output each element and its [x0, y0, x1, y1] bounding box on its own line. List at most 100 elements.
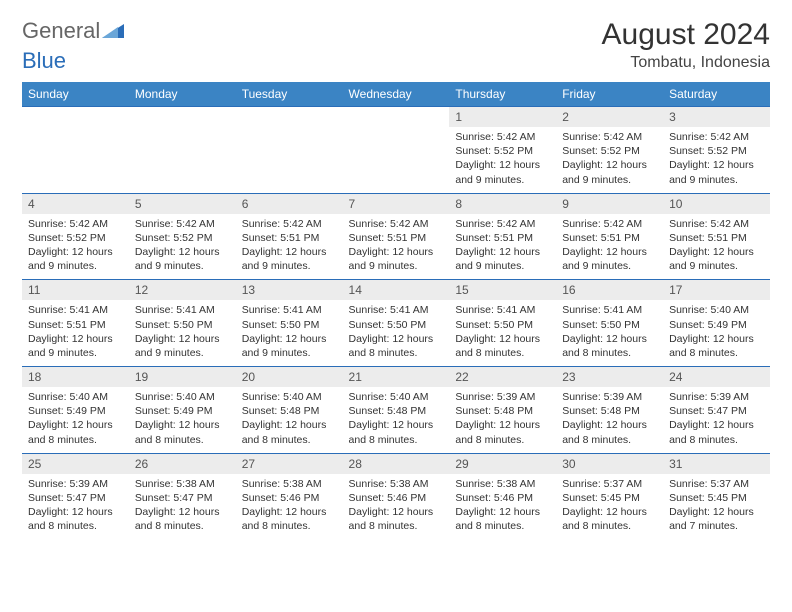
sunrise-label: Sunrise: — [242, 304, 283, 316]
day-content-cell: Sunrise: 5:42 AMSunset: 5:52 PMDaylight:… — [663, 127, 770, 193]
day-number-cell — [129, 107, 236, 128]
sunrise-label: Sunrise: — [455, 304, 496, 316]
day-number-cell: 3 — [663, 107, 770, 128]
sunrise-label: Sunrise: — [135, 391, 176, 403]
day-number-cell: 12 — [129, 280, 236, 301]
daylight-label: Daylight: — [242, 246, 286, 258]
sunrise-label: Sunrise: — [135, 304, 176, 316]
sunset-label: Sunset: — [562, 492, 601, 504]
daylight-label: Daylight: — [669, 333, 713, 345]
daylight-label: Daylight: — [242, 419, 286, 431]
day-content-cell — [236, 127, 343, 193]
day-number-cell: 18 — [22, 367, 129, 388]
day-number-cell: 19 — [129, 367, 236, 388]
day-content-cell: Sunrise: 5:39 AMSunset: 5:48 PMDaylight:… — [449, 387, 556, 453]
sunrise-label: Sunrise: — [562, 131, 603, 143]
sunset-label: Sunset: — [349, 319, 388, 331]
col-friday: Friday — [556, 82, 663, 107]
daylight-label: Daylight: — [562, 333, 606, 345]
daylight-label: Daylight: — [455, 333, 499, 345]
day-number-cell: 2 — [556, 107, 663, 128]
day-number-cell: 16 — [556, 280, 663, 301]
title-block: August 2024 Tombatu, Indonesia — [602, 18, 770, 72]
daylight-label: Daylight: — [349, 246, 393, 258]
sunrise-label: Sunrise: — [455, 131, 496, 143]
day-number-cell: 30 — [556, 453, 663, 474]
col-sunday: Sunday — [22, 82, 129, 107]
sunrise-label: Sunrise: — [28, 391, 69, 403]
daylight-label: Daylight: — [135, 333, 179, 345]
content-row: Sunrise: 5:40 AMSunset: 5:49 PMDaylight:… — [22, 387, 770, 453]
day-content-cell: Sunrise: 5:41 AMSunset: 5:50 PMDaylight:… — [556, 300, 663, 366]
sunrise-label: Sunrise: — [669, 304, 710, 316]
sunset-label: Sunset: — [135, 232, 174, 244]
day-content-cell: Sunrise: 5:41 AMSunset: 5:50 PMDaylight:… — [449, 300, 556, 366]
col-tuesday: Tuesday — [236, 82, 343, 107]
sunset-label: Sunset: — [669, 319, 708, 331]
daylight-label: Daylight: — [242, 506, 286, 518]
sunset-label: Sunset: — [669, 405, 708, 417]
daylight-label: Daylight: — [455, 246, 499, 258]
day-number-cell: 27 — [236, 453, 343, 474]
daylight-label: Daylight: — [455, 419, 499, 431]
daylight-label: Daylight: — [28, 246, 72, 258]
sunset-label: Sunset: — [455, 232, 494, 244]
sunset-label: Sunset: — [135, 492, 174, 504]
sunset-label: Sunset: — [562, 405, 601, 417]
day-number-cell: 17 — [663, 280, 770, 301]
calendar-table: Sunday Monday Tuesday Wednesday Thursday… — [22, 82, 770, 539]
daynum-row: 25262728293031 — [22, 453, 770, 474]
day-number-cell — [236, 107, 343, 128]
day-content-cell: Sunrise: 5:41 AMSunset: 5:50 PMDaylight:… — [129, 300, 236, 366]
sunrise-label: Sunrise: — [28, 304, 69, 316]
sunset-label: Sunset: — [242, 232, 281, 244]
sunset-label: Sunset: — [349, 405, 388, 417]
sunrise-label: Sunrise: — [669, 478, 710, 490]
sunrise-label: Sunrise: — [135, 478, 176, 490]
logo: General — [22, 18, 126, 44]
day-number-cell: 26 — [129, 453, 236, 474]
daylight-label: Daylight: — [28, 419, 72, 431]
sunrise-label: Sunrise: — [349, 218, 390, 230]
sunrise-label: Sunrise: — [28, 478, 69, 490]
daylight-label: Daylight: — [349, 506, 393, 518]
day-content-cell: Sunrise: 5:40 AMSunset: 5:49 PMDaylight:… — [22, 387, 129, 453]
daynum-row: 45678910 — [22, 193, 770, 214]
day-number-cell: 14 — [343, 280, 450, 301]
daylight-label: Daylight: — [562, 506, 606, 518]
daylight-label: Daylight: — [562, 246, 606, 258]
day-content-cell — [343, 127, 450, 193]
day-number-cell: 29 — [449, 453, 556, 474]
location: Tombatu, Indonesia — [602, 54, 770, 72]
logo-text-general: General — [22, 18, 100, 44]
sunset-label: Sunset: — [349, 232, 388, 244]
day-content-cell — [22, 127, 129, 193]
day-number-cell: 9 — [556, 193, 663, 214]
day-content-cell: Sunrise: 5:41 AMSunset: 5:51 PMDaylight:… — [22, 300, 129, 366]
day-content-cell: Sunrise: 5:42 AMSunset: 5:51 PMDaylight:… — [236, 214, 343, 280]
sunrise-label: Sunrise: — [242, 391, 283, 403]
day-content-cell — [129, 127, 236, 193]
daylight-label: Daylight: — [349, 333, 393, 345]
content-row: Sunrise: 5:42 AMSunset: 5:52 PMDaylight:… — [22, 127, 770, 193]
sunset-label: Sunset: — [562, 319, 601, 331]
col-thursday: Thursday — [449, 82, 556, 107]
daynum-row: 18192021222324 — [22, 367, 770, 388]
day-number-cell: 25 — [22, 453, 129, 474]
daylight-label: Daylight: — [562, 159, 606, 171]
day-content-cell: Sunrise: 5:40 AMSunset: 5:48 PMDaylight:… — [343, 387, 450, 453]
sunrise-label: Sunrise: — [562, 478, 603, 490]
day-content-cell: Sunrise: 5:42 AMSunset: 5:52 PMDaylight:… — [22, 214, 129, 280]
day-content-cell: Sunrise: 5:37 AMSunset: 5:45 PMDaylight:… — [663, 474, 770, 540]
day-number-cell: 10 — [663, 193, 770, 214]
daylight-label: Daylight: — [669, 506, 713, 518]
day-content-cell: Sunrise: 5:38 AMSunset: 5:47 PMDaylight:… — [129, 474, 236, 540]
day-content-cell: Sunrise: 5:42 AMSunset: 5:51 PMDaylight:… — [343, 214, 450, 280]
sunset-label: Sunset: — [562, 145, 601, 157]
daylight-label: Daylight: — [455, 506, 499, 518]
sunrise-label: Sunrise: — [562, 218, 603, 230]
day-content-cell: Sunrise: 5:41 AMSunset: 5:50 PMDaylight:… — [343, 300, 450, 366]
sunset-label: Sunset: — [562, 232, 601, 244]
sunset-label: Sunset: — [135, 319, 174, 331]
logo-triangle-icon — [102, 18, 124, 44]
